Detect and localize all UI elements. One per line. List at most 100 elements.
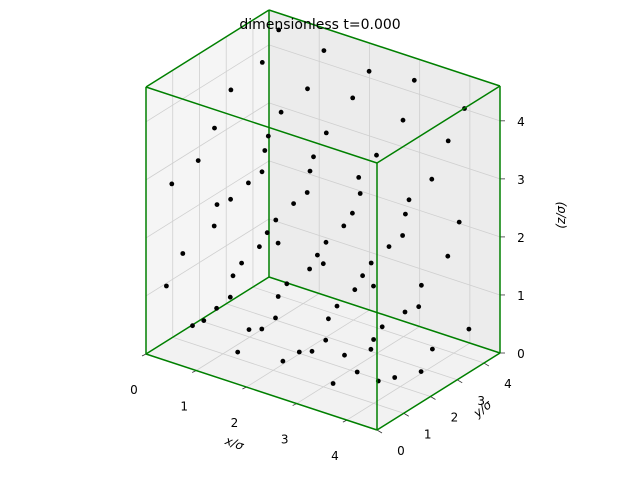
chart-title: dimensionless t=0.000 <box>239 17 400 33</box>
grid-floor-y <box>252 286 485 364</box>
particle-point <box>392 375 398 380</box>
particle-point <box>246 180 251 186</box>
simulation-box-front <box>145 9 501 431</box>
x-tick-label: 1 <box>180 400 188 414</box>
y-tick <box>457 379 463 384</box>
pane-floor <box>146 277 500 430</box>
grid-back-z <box>268 218 501 296</box>
particle-point <box>227 294 233 300</box>
particle-point <box>323 337 329 343</box>
x-tick <box>141 353 147 357</box>
particle-point <box>212 125 217 131</box>
particle-point <box>430 346 435 352</box>
particle-point <box>379 324 385 330</box>
particle-point <box>386 244 392 250</box>
particle-point <box>341 223 347 229</box>
box-edge <box>376 85 501 164</box>
particle-point <box>311 154 316 160</box>
y-tick-label: 1 <box>424 427 432 441</box>
y-tick <box>483 362 490 367</box>
particle-point <box>366 68 372 74</box>
box-edge <box>145 353 378 431</box>
particle-point <box>273 217 279 223</box>
x-axis-label: x/σ <box>222 433 246 453</box>
grid-back-z <box>268 44 501 122</box>
y-tick-label: 2 <box>451 411 459 425</box>
particle-point <box>262 148 268 153</box>
particle-point <box>228 87 234 93</box>
particle-point <box>419 282 424 288</box>
grid-side-z <box>145 218 270 297</box>
particle-point <box>230 273 236 279</box>
particle-point <box>305 86 310 92</box>
particle-point <box>400 117 406 123</box>
box-edge <box>376 352 501 431</box>
particle-point <box>326 316 331 322</box>
particle-point <box>259 60 265 65</box>
z-axis-label: (z/σ) <box>554 201 568 228</box>
box-edge <box>145 86 378 164</box>
particle-point <box>273 315 278 321</box>
particle-point <box>246 327 252 332</box>
grid-side-z <box>145 44 270 123</box>
particle-point <box>360 273 365 279</box>
particle-point <box>228 196 234 202</box>
axis-panes <box>146 10 500 430</box>
pane-side-wall <box>146 10 269 354</box>
particle-point <box>352 287 358 293</box>
z-tick-label: 1 <box>517 289 525 303</box>
particle-point <box>371 337 376 342</box>
particle-point <box>309 348 315 354</box>
particle-point <box>259 169 265 175</box>
y-tick <box>430 396 436 400</box>
z-tick-label: 0 <box>517 347 525 361</box>
x-tick-label: 0 <box>130 383 138 397</box>
box-edge <box>268 9 501 87</box>
tick-marks <box>141 120 505 434</box>
particle-point <box>278 109 284 115</box>
grid-floor-x <box>346 342 471 421</box>
particle-point <box>280 358 286 364</box>
grid-floor-y <box>199 320 431 397</box>
particle-point <box>214 202 220 208</box>
particle-point <box>466 326 472 332</box>
particle-point <box>416 304 422 310</box>
grid-floor-y <box>172 336 404 414</box>
pane-back-wall <box>269 10 500 353</box>
grid-back-z <box>268 102 501 180</box>
particle-point <box>307 168 313 174</box>
particle-point <box>211 223 217 229</box>
box-edge <box>145 9 270 88</box>
box-edge <box>145 276 270 355</box>
particle-point <box>164 283 169 289</box>
particle-point <box>411 77 417 83</box>
particle-point <box>403 211 408 217</box>
x-tick-label: 4 <box>331 449 339 463</box>
particle-point <box>275 240 281 246</box>
particle-point <box>406 197 412 203</box>
particle-point <box>330 381 336 386</box>
particle-point <box>354 369 360 375</box>
particle-point <box>334 303 340 309</box>
particle-point <box>284 281 290 287</box>
particle-point <box>350 210 355 216</box>
particle-point <box>445 253 451 259</box>
grid-side-z <box>145 160 270 239</box>
grid-floor-x <box>246 309 370 388</box>
particle-points <box>164 27 472 386</box>
particle-point <box>323 239 329 245</box>
tick-labels: 0 1 2 3 4 0 1 2 3 4 0 1 2 3 4 <box>130 115 525 463</box>
particle-point <box>296 349 302 355</box>
particle-point <box>190 323 195 329</box>
particle-point <box>357 191 363 196</box>
grid-back-z <box>268 160 501 238</box>
particle-point <box>350 95 356 101</box>
particle-point <box>169 181 175 187</box>
box-edge <box>268 276 501 354</box>
particle-point <box>291 201 296 207</box>
grid-floor-y <box>226 303 458 381</box>
particle-point <box>320 261 326 267</box>
y-tick-label: 3 <box>477 394 485 408</box>
x-tick-label: 3 <box>281 433 289 447</box>
grid-floor-x <box>196 293 320 371</box>
